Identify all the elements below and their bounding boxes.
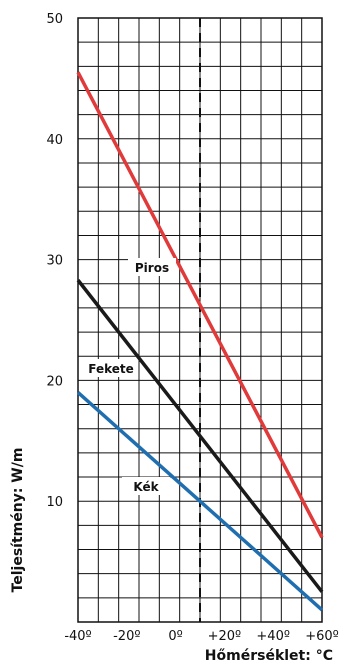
- x-tick-label: -20º: [113, 629, 140, 644]
- series-line-piros: [76, 71, 324, 539]
- y-tick-label: 50: [46, 12, 63, 27]
- x-tick-label: +20º: [208, 629, 242, 644]
- y-axis-ticks: 10 20 30 40 50: [46, 12, 63, 510]
- plot-frame: [77, 17, 323, 623]
- x-axis-ticks: -40º -20º 0º +20º +40º +60º: [64, 629, 338, 644]
- series-lines: [76, 71, 324, 612]
- x-tick-label: -40º: [64, 629, 91, 644]
- series-label-backing: [122, 477, 170, 495]
- y-tick-label: 30: [46, 254, 63, 269]
- x-tick-label: +60º: [305, 629, 339, 644]
- x-axis-title: Hőmérséklet: °C: [205, 648, 333, 664]
- x-tick-label: 0º: [168, 629, 182, 644]
- y-axis-title: Teljesítmény: W/m: [10, 448, 26, 593]
- series-labels: Piros Fekete Kék: [87, 258, 176, 495]
- y-tick-label: 10: [46, 495, 63, 510]
- series-label: Fekete: [88, 362, 134, 376]
- series-label-backing: [128, 258, 176, 276]
- y-tick-label: 20: [46, 374, 63, 389]
- series-label: Kék: [133, 480, 159, 494]
- series-line-kk: [76, 391, 324, 612]
- series-line-fekete: [76, 279, 324, 593]
- y-tick-label: 40: [46, 133, 63, 148]
- series-label: Piros: [135, 261, 169, 275]
- x-tick-label: +40º: [256, 629, 290, 644]
- series-label-backing: [87, 359, 135, 377]
